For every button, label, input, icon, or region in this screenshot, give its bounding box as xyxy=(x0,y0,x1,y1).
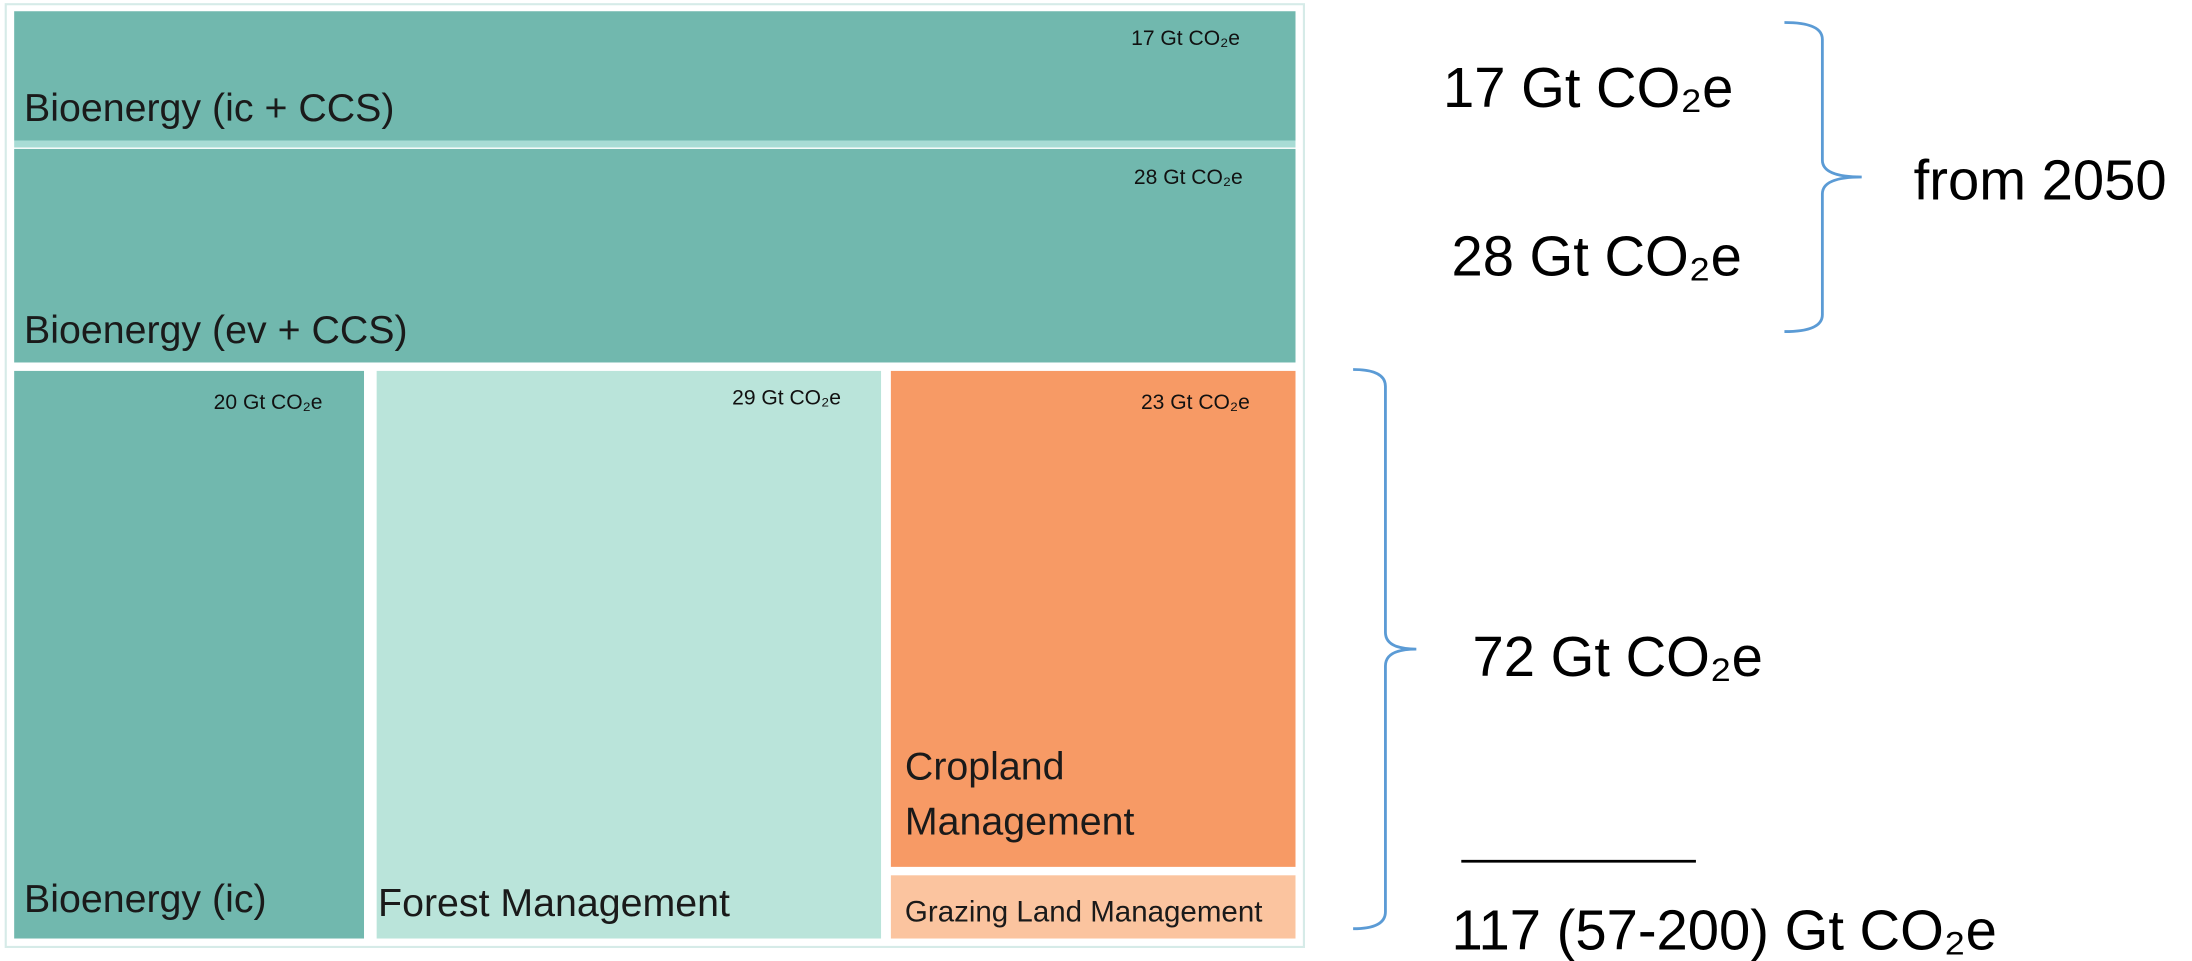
separator xyxy=(14,140,1296,148)
tile xyxy=(14,370,365,939)
tile-label: Bioenergy (ev + CCS) xyxy=(24,308,408,352)
annotation: 117 (57-200) Gt CO₂e xyxy=(1451,899,1996,961)
tile xyxy=(14,148,1296,363)
tile-label: Management xyxy=(905,800,1135,844)
tile-label: Cropland xyxy=(905,745,1065,789)
tile-value: 28 Gt CO₂e xyxy=(1134,166,1243,189)
tile-value: 29 Gt CO₂e xyxy=(732,387,841,410)
tile xyxy=(890,370,1296,867)
tile xyxy=(376,370,882,939)
tile-label: Bioenergy (ic) xyxy=(24,877,267,921)
brace xyxy=(1353,368,1417,931)
brace xyxy=(1784,21,1862,333)
annotation: 72 Gt CO₂e xyxy=(1473,625,1763,688)
tile-label: Bioenergy (ic + CCS) xyxy=(24,86,394,130)
tile-value: 20 Gt CO₂e xyxy=(214,391,323,414)
tile xyxy=(14,11,1296,141)
tile-value: 23 Gt CO₂e xyxy=(1141,391,1250,414)
tile-label: Forest Management xyxy=(378,881,730,925)
annotation: 28 Gt CO₂e xyxy=(1451,224,1741,287)
annotation: from 2050 xyxy=(1914,149,2167,212)
tile-value: 17 Gt CO₂e xyxy=(1131,27,1240,50)
tile-label: Grazing Land Management xyxy=(905,896,1263,929)
tile xyxy=(890,875,1296,939)
annotation: 17 Gt CO₂e xyxy=(1443,56,1733,119)
